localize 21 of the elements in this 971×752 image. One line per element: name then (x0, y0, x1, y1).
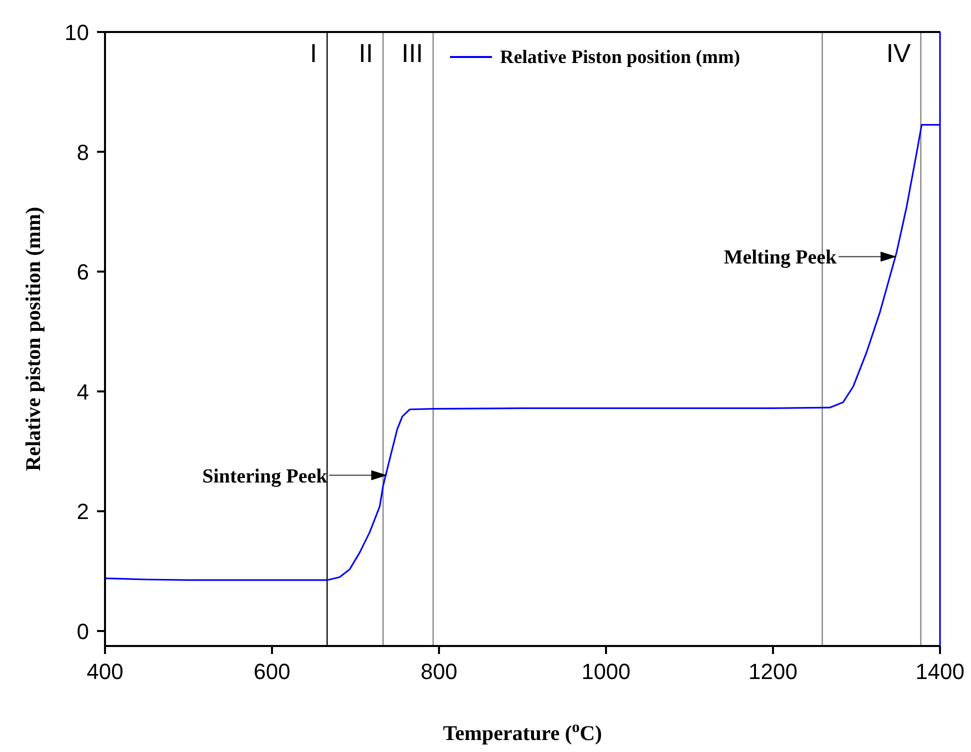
y-tick-label: 0 (76, 619, 89, 644)
annotation: Melting Peek (724, 246, 838, 269)
y-tick-label: 6 (76, 260, 89, 285)
y-tick-label: 8 (76, 140, 89, 165)
x-tick-label: 1400 (916, 659, 964, 684)
x-tick-label: 1000 (582, 659, 630, 684)
y-tick-label: 2 (76, 499, 89, 524)
x-axis-title: Temperature ($^{o}$C) (443, 718, 602, 745)
x-tick-label: 800 (420, 659, 458, 684)
x-tick-label: 400 (86, 659, 124, 684)
x-tick-label: 600 (254, 659, 290, 684)
ref-line-label: II (358, 38, 374, 68)
ref-line-label: I (310, 38, 318, 68)
x-tick-label: 1200 (748, 659, 798, 684)
annotation: Sintering Peek (202, 465, 328, 488)
y-tick-label: 10 (64, 20, 89, 45)
y-tick-label: 4 (76, 379, 89, 404)
ref-line-label: IV (886, 38, 912, 68)
legend-label: Relative Piston position (mm) (500, 47, 740, 68)
ref-line-label: III (401, 38, 424, 68)
y-axis-title: Relative piston position (mm) (21, 206, 45, 472)
